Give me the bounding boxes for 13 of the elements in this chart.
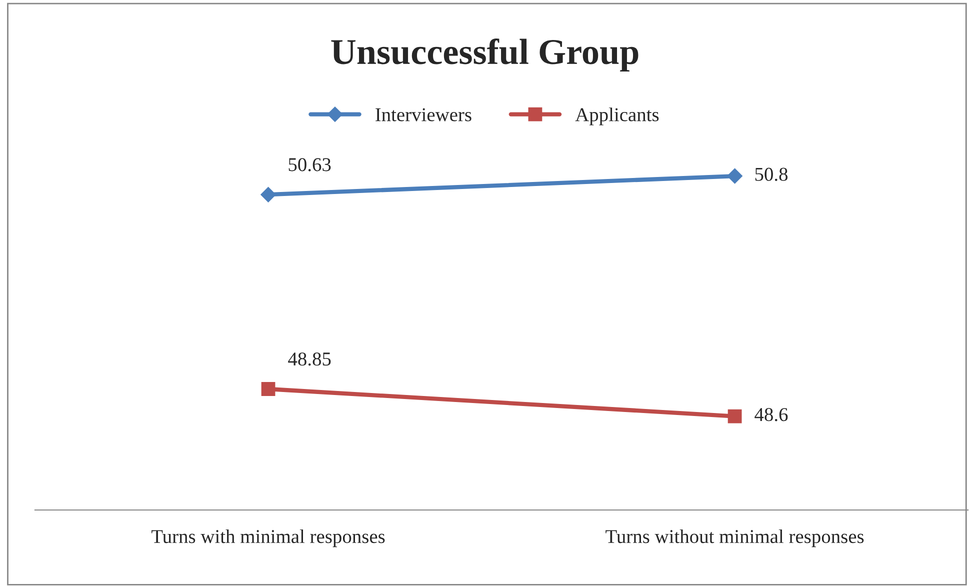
data-label: 50.8 — [755, 168, 788, 181]
data-label: 48.85 — [288, 352, 331, 366]
data-label: 50.63 — [288, 158, 331, 172]
point — [260, 187, 276, 202]
legend-label: Interviewers — [376, 108, 472, 122]
point — [728, 409, 742, 424]
x-tick-label: Turns without minimal responses — [606, 529, 864, 548]
chart-title: Unsuccessful Group — [331, 38, 638, 72]
data-label: 48.6 — [754, 408, 788, 422]
legend-label: Applicants — [575, 108, 659, 126]
point — [727, 168, 742, 184]
x-tick-label: Turns with minimal responses — [151, 529, 385, 548]
point — [261, 382, 276, 396]
